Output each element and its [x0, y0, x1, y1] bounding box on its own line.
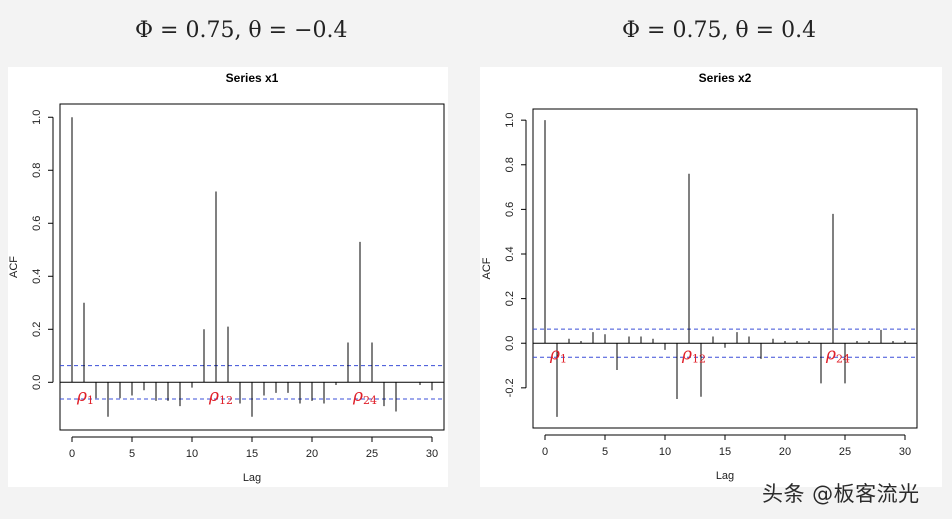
y-tick-label: 0.8 — [504, 157, 516, 172]
y-tick-label: 0.4 — [504, 246, 516, 261]
heading-left: Φ = 0.75, θ = −0.4 — [135, 18, 348, 43]
rho-annotation: ρ12 — [681, 344, 706, 365]
y-tick-label: 0.6 — [31, 216, 43, 231]
acf-plot-x1: Series x1 0 5 10 15 20 25 30 Lag 0.0 0.2 0.4 0.6 0.8 1… — [8, 71, 445, 484]
x-axis-label: Lag — [243, 472, 261, 484]
x-tick-label: 25 — [366, 448, 378, 460]
x-tick-label: 20 — [306, 448, 318, 460]
y-tick-label: 1.0 — [504, 113, 516, 128]
x-tick-label: 5 — [602, 446, 608, 458]
x-tick-label: 5 — [129, 448, 135, 460]
x-tick-label: 20 — [779, 446, 791, 458]
plot-frame — [59, 103, 445, 431]
x-tick-label: 15 — [246, 448, 258, 460]
y-tick-label: 0.0 — [504, 336, 516, 351]
y-tick-label: 0.2 — [31, 322, 43, 337]
x-tick-label: 25 — [839, 446, 851, 458]
x-tick-label: 10 — [659, 446, 671, 458]
chart-title: Series x1 — [226, 71, 279, 85]
x-axis-label: Lag — [716, 470, 734, 482]
y-tick-label: 0.0 — [31, 375, 43, 390]
y-tick-label: 0.4 — [31, 269, 43, 284]
x-tick-label: 15 — [719, 446, 731, 458]
acf-plot-x2: Series x2 0 5 10 15 20 25 30 Lag -0.2 0.0 0.2 0.4 0.6… — [481, 71, 918, 482]
x-tick-label: 10 — [186, 448, 198, 460]
y-axis-label: ACF — [481, 257, 493, 279]
y-axis-label: ACF — [8, 256, 20, 278]
x-tick-label: 30 — [899, 446, 911, 458]
x-tick-label: 0 — [69, 448, 75, 460]
x-tick-label: 30 — [426, 448, 438, 460]
acf-chart-x2: Series x2 0 5 10 15 20 25 30 Lag -0.2 0.0 0.2 0.4 0.6… — [480, 67, 942, 487]
y-tick-label: -0.2 — [504, 378, 516, 397]
y-tick-label: 1.0 — [31, 110, 43, 125]
x-tick-label: 0 — [542, 446, 548, 458]
rho-annotation: ρ1 — [549, 344, 567, 365]
rho-annotation: ρ24 — [352, 386, 377, 407]
chart-title: Series x2 — [699, 71, 752, 85]
y-tick-label: 0.8 — [31, 163, 43, 178]
heading-right: Φ = 0.75, θ = 0.4 — [622, 18, 817, 43]
plot-frame — [532, 108, 918, 429]
rho-annotation: ρ1 — [76, 386, 94, 407]
acf-chart-x1: Series x1 0 5 10 15 20 25 30 Lag 0.0 0.2 0.4 0.6 0.8 1… — [8, 67, 448, 487]
rho-annotation: ρ24 — [825, 344, 850, 365]
watermark: 头条 @板客流光 — [762, 482, 920, 506]
y-tick-label: 0.2 — [504, 291, 516, 306]
rho-annotation: ρ12 — [208, 386, 233, 407]
y-tick-label: 0.6 — [504, 202, 516, 217]
